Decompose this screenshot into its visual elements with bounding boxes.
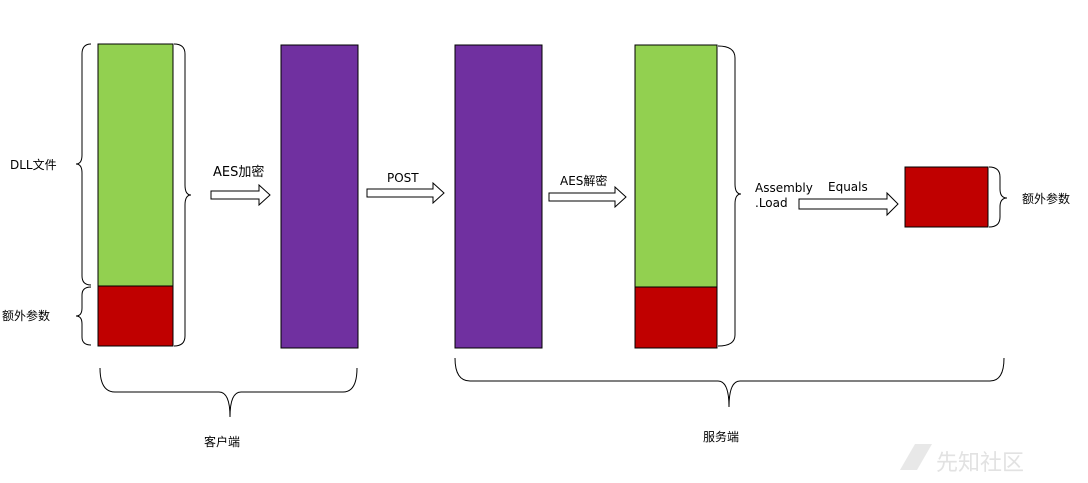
- watermark-logo: 先知社区: [900, 444, 1024, 476]
- client-extra-params-block: [98, 286, 173, 346]
- equals-arrow: [799, 193, 898, 215]
- equals-label: Equals: [828, 180, 868, 194]
- client-bottom-brace: [100, 368, 357, 417]
- client-dll-block: [98, 44, 173, 286]
- aes-decrypt-arrow: [549, 187, 626, 207]
- watermark-text: 先知社区: [936, 451, 1024, 476]
- post-arrow: [367, 183, 444, 203]
- server-bottom-brace: [455, 358, 1004, 407]
- assembly-label-line1: Assembly: [755, 181, 813, 195]
- extra-params-label-left: 额外参数: [2, 308, 50, 323]
- server-received-block: [455, 45, 542, 348]
- server-block-brace-right: [718, 46, 741, 346]
- watermark-mark-icon: [900, 444, 932, 470]
- aes-decrypt-label: AES解密: [560, 173, 607, 188]
- server-dll-block: [635, 45, 717, 287]
- extra-params-label-right: 额外参数: [1022, 191, 1070, 206]
- extra-params-brace-left: [76, 287, 91, 345]
- server-extra-params-block: [635, 287, 717, 348]
- server-label: 服务端: [703, 429, 739, 444]
- assembly-label-line2: .Load: [755, 196, 788, 210]
- final-extra-params-block: [905, 167, 988, 227]
- post-label: POST: [387, 171, 419, 185]
- dll-brace: [76, 44, 91, 285]
- aes-encrypt-label: AES加密: [213, 164, 264, 180]
- client-label: 客户端: [204, 434, 240, 449]
- client-block-brace-right: [174, 44, 191, 346]
- aes-encrypt-arrow: [211, 185, 270, 205]
- final-block-brace-right: [989, 167, 1007, 227]
- client-encrypted-block: [281, 45, 358, 348]
- dll-file-label: DLL文件: [10, 157, 57, 172]
